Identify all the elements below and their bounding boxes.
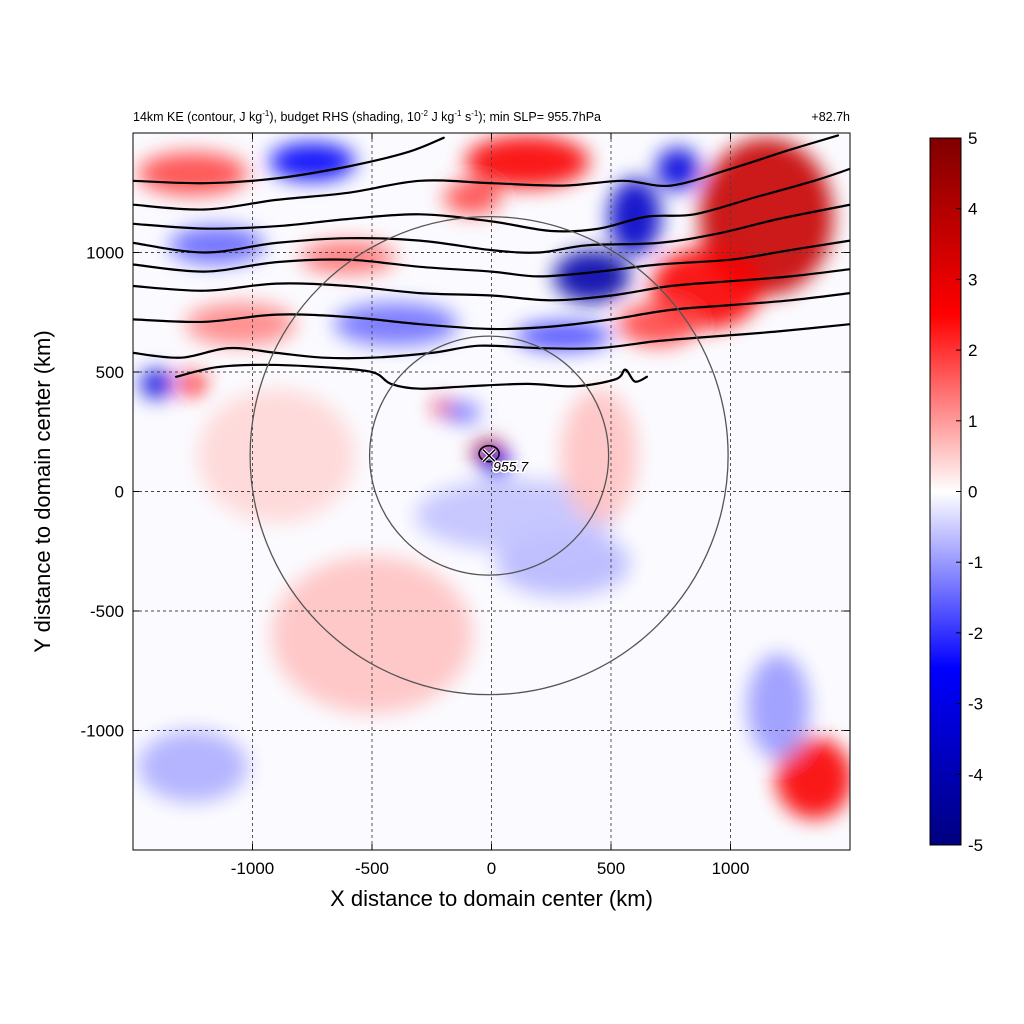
- colorbar-tick-label: 5: [968, 129, 977, 148]
- range-ring: [249, 215, 729, 696]
- shading-blob: [137, 152, 248, 196]
- ke-contour-line: [133, 323, 850, 360]
- shading-blob: [197, 388, 356, 523]
- colorbar-tick-label: -2: [968, 624, 983, 643]
- shading-blob: [178, 372, 208, 396]
- ke-contour-line: [133, 134, 840, 211]
- colorbar-gradient: [929, 137, 962, 846]
- shading-blob: [656, 147, 700, 191]
- colorbar-tick-label: -3: [968, 695, 983, 714]
- x-tick-label: 500: [597, 859, 625, 878]
- eye-contour: [478, 444, 500, 463]
- shading-blob: [446, 403, 480, 423]
- shading-blob: [560, 388, 638, 523]
- colorbar-ticks: 5 4 3 2 1 0 -1 -2 -3 -4 -5: [956, 129, 983, 855]
- colorbar-tick-label: 0: [968, 483, 977, 502]
- shading-blob: [747, 654, 810, 760]
- chart-title: 14km KE (contour, J kg-1), budget RHS (s…: [133, 109, 601, 124]
- colorbar-tick-label: 1: [968, 412, 977, 431]
- x-axis-ticks: -1000 -500 0 500 1000: [231, 133, 750, 878]
- colorbar-tick-label: 4: [968, 200, 977, 219]
- x-tick-label: 1000: [712, 859, 750, 878]
- y-tick-label: 0: [115, 483, 124, 502]
- y-tick-label: 500: [96, 363, 124, 382]
- shading-blob: [465, 135, 590, 188]
- shading-blob: [271, 556, 473, 714]
- storm-center-marker: 955.7: [478, 444, 531, 476]
- ke-contour-line: [133, 167, 850, 233]
- colorbar-tick-label: 2: [968, 341, 977, 360]
- y-axis-label: Y distance to domain center (km): [30, 330, 55, 652]
- colorbar-tick-label: -1: [968, 553, 983, 572]
- y-tick-label: 1000: [86, 244, 124, 263]
- ke-contour-line: [133, 292, 850, 331]
- shading-blob: [140, 369, 174, 399]
- ke-contour-line: [133, 239, 850, 278]
- range-rings: [249, 215, 729, 696]
- y-tick-label: -500: [90, 602, 124, 621]
- ke-contour-line: [133, 203, 850, 254]
- colorbar: 5 4 3 2 1 0 -1 -2 -3 -4 -5: [929, 129, 983, 855]
- shading-blob: [168, 226, 265, 265]
- shading-blob: [515, 321, 611, 351]
- shading-blob: [443, 180, 502, 215]
- x-tick-label: -500: [355, 859, 389, 878]
- ke-contour-line: [133, 136, 445, 185]
- shading-blob: [618, 302, 700, 346]
- x-tick-label: 0: [487, 859, 496, 878]
- shading-blob: [137, 730, 248, 803]
- shading-blob: [300, 240, 396, 275]
- shading-blob: [269, 142, 356, 181]
- time-label: +82.7h: [811, 110, 850, 124]
- ke-contour-line: [174, 363, 648, 390]
- ke-contour-line: [133, 268, 850, 302]
- y-axis-ticks: -1000 -500 0 500 1000: [81, 244, 850, 741]
- storm-min-slp-label: 955.7: [493, 459, 529, 475]
- storm-center-x-core: [482, 449, 496, 463]
- shading-blob: [415, 479, 616, 552]
- y-tick-label: -1000: [81, 722, 124, 741]
- shading-blob: [185, 302, 296, 346]
- colorbar-tick-label: 3: [968, 270, 977, 289]
- plot-area: 955.7: [132, 132, 851, 851]
- ke-contours: [133, 134, 850, 390]
- colorbar-tick-label: -5: [968, 836, 983, 855]
- shading-blob: [481, 453, 511, 478]
- x-tick-label: -1000: [231, 859, 274, 878]
- shading-blob: [775, 737, 850, 819]
- colorbar-tick-label: -4: [968, 765, 983, 784]
- range-ring: [368, 335, 610, 576]
- shading-blob: [608, 178, 662, 255]
- x-axis-label: X distance to domain center (km): [330, 886, 653, 911]
- shading-blob: [333, 302, 459, 346]
